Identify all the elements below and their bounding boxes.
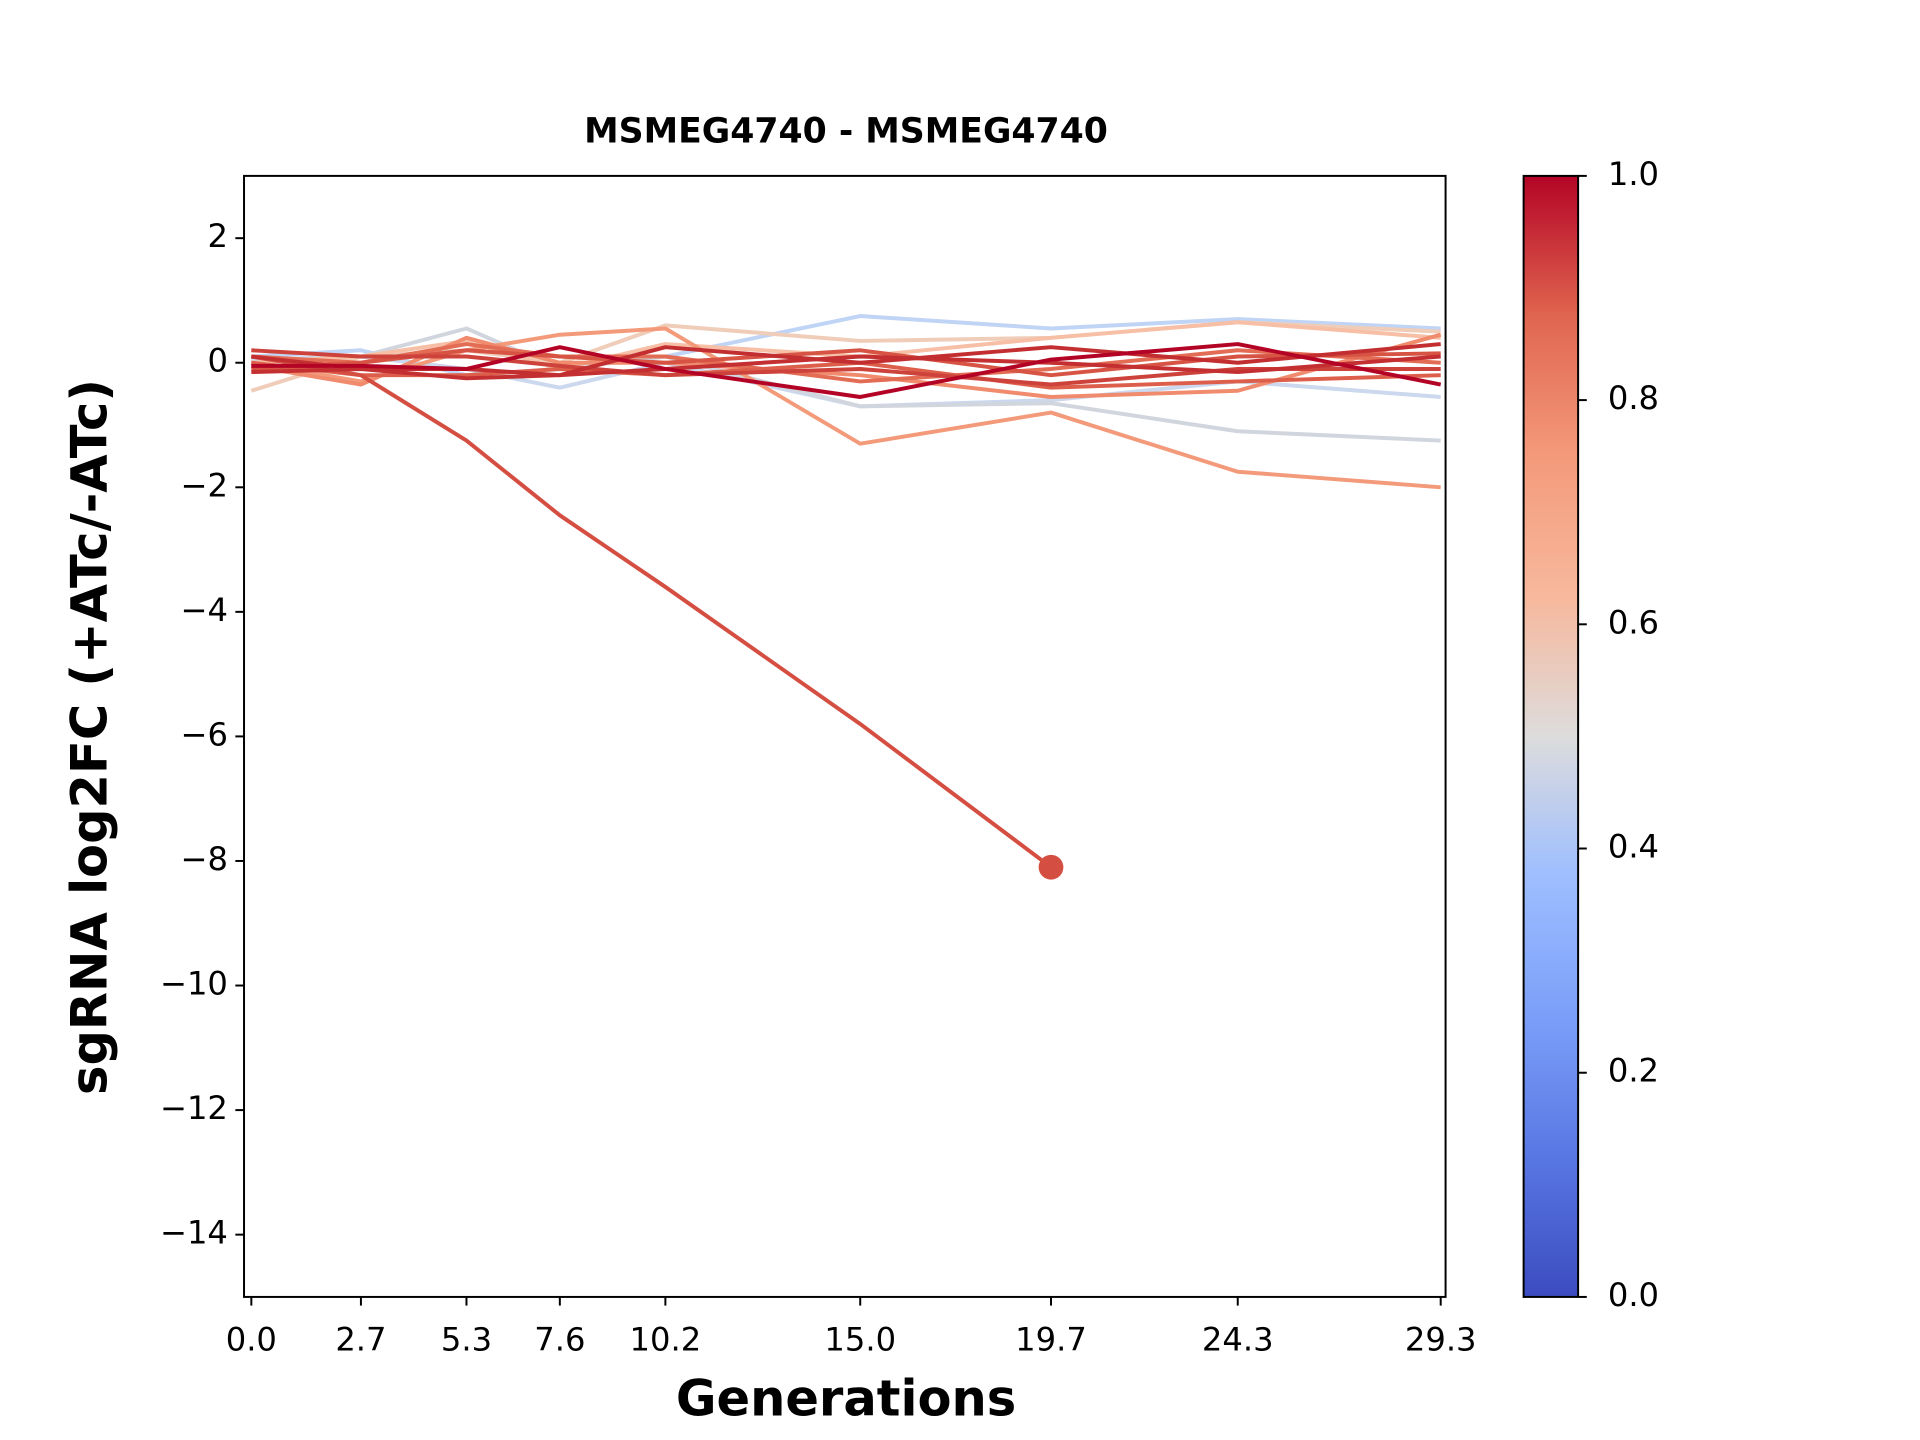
x-tick-label: 0.0 xyxy=(226,1321,277,1359)
y-tick-label: −14 xyxy=(160,1214,228,1252)
colorbar-tick-label: 0.8 xyxy=(1608,379,1659,417)
series-line xyxy=(250,354,1053,869)
x-tick-label: 29.3 xyxy=(1405,1321,1477,1359)
colorbar-tick-label: 1.0 xyxy=(1608,155,1659,193)
y-axis-label: sgRNA log2FC (+ATc/-ATc) xyxy=(60,379,118,1095)
series-line xyxy=(251,320,1441,371)
x-tick-label: 19.7 xyxy=(1015,1321,1087,1359)
plot-lines xyxy=(250,314,1442,880)
x-axis-label: Generations xyxy=(676,1370,1016,1428)
series-line xyxy=(251,348,1441,387)
y-tick-label: −12 xyxy=(160,1089,228,1127)
colorbar-tick-label: 0.0 xyxy=(1608,1276,1659,1314)
y-tick-label: 0 xyxy=(207,342,227,380)
chart-title: MSMEG4740 - MSMEG4740 xyxy=(584,112,1108,152)
x-tick-label: 15.0 xyxy=(824,1321,896,1359)
plot-frame xyxy=(243,174,1447,1298)
series-line xyxy=(251,348,1441,378)
x-tick-label: 7.6 xyxy=(534,1321,585,1359)
colorbar-tick-label: 0.4 xyxy=(1608,828,1659,866)
y-tick-label: −10 xyxy=(160,965,228,1003)
y-tick-label: −2 xyxy=(180,466,227,504)
colorbar xyxy=(1522,174,1580,1298)
x-tick-label: 24.3 xyxy=(1202,1321,1274,1359)
y-tick-label: −8 xyxy=(180,840,227,878)
y-tick-label: 2 xyxy=(207,217,227,255)
series-line xyxy=(251,342,1442,399)
x-tick-label: 5.3 xyxy=(441,1321,492,1359)
series-line xyxy=(251,342,1441,378)
x-tick-label: 10.2 xyxy=(630,1321,702,1359)
y-tick-label: −6 xyxy=(180,715,227,753)
x-tick-label: 2.7 xyxy=(335,1321,386,1359)
colorbar-tick-label: 0.6 xyxy=(1608,603,1659,641)
end-marker xyxy=(1038,854,1064,880)
colorbar-tick-label: 0.2 xyxy=(1608,1052,1659,1090)
y-tick-label: −4 xyxy=(180,591,227,629)
